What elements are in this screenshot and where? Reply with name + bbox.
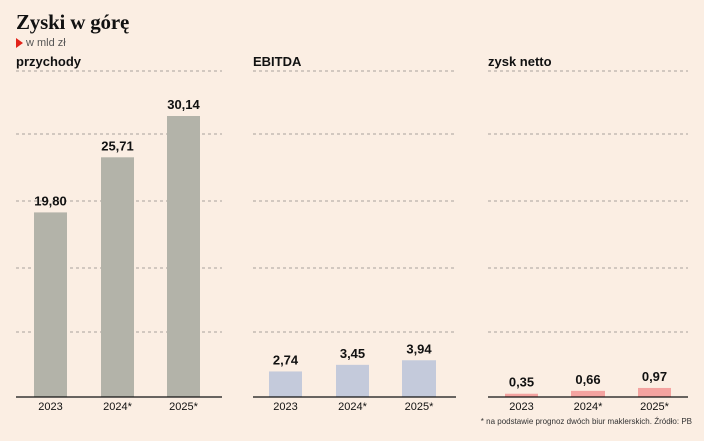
footnote: * na podstawie prognoz dwóch biur makler… [480,417,692,426]
triangle-marker-icon [16,38,23,48]
value-label: 0,35 [509,375,534,390]
bar-1-3 [167,116,200,397]
x-tick-label: 2024* [574,401,603,413]
bar-3-2 [571,390,605,397]
x-tick-label: 2024* [338,401,367,413]
x-tick-label: 2023 [273,401,297,413]
bar-2-3 [402,360,436,397]
value-label: 2,74 [273,352,299,367]
value-label: 3,94 [406,341,432,356]
value-label: 0,66 [575,372,600,387]
value-label: 0,97 [642,369,667,384]
bar-2-1 [269,371,302,397]
x-tick-label: 2023 [509,401,533,413]
x-tick-label: 2025* [640,401,669,413]
unit-label: w mld zł [26,37,66,49]
x-tick-label: 2023 [38,401,62,413]
value-label: 25,71 [101,138,134,153]
value-label: 3,45 [340,346,365,361]
panel-title-1: przychody [16,54,82,69]
panel-title-2: EBITDA [253,54,302,69]
bar-3-1 [505,393,538,397]
bar-3-3 [638,387,671,397]
x-tick-label: 2025* [405,401,434,413]
x-tick-label: 2025* [169,401,198,413]
chart-subtitle: w mld zł [16,37,66,49]
bar-1-2 [101,157,134,397]
value-label: 19,80 [34,193,67,208]
value-label: 30,14 [167,97,200,112]
x-tick-label: 2024* [103,401,132,413]
bar-2-2 [336,364,369,397]
bar-1-1 [34,212,67,397]
chart-title: Zyski w górę [16,10,130,34]
panel-title-3: zysk netto [488,54,552,69]
